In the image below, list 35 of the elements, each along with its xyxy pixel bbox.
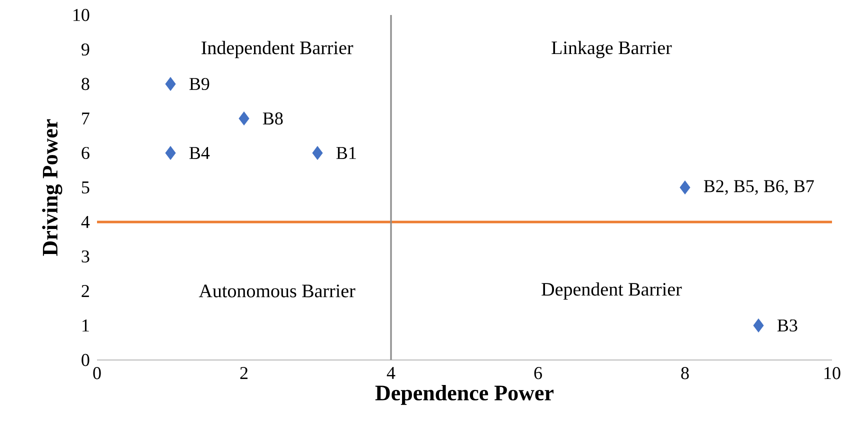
x-tick-label: 0 bbox=[93, 367, 101, 380]
annotation: Linkage Barrier bbox=[552, 40, 672, 58]
annotation: Autonomous Barrier bbox=[198, 284, 356, 298]
x-tick-label: 2 bbox=[240, 367, 248, 379]
point bbox=[165, 146, 176, 160]
point bbox=[238, 112, 250, 126]
x-tick-label: 10 bbox=[824, 367, 840, 380]
y-tick-label: 6 bbox=[82, 146, 90, 160]
y-axis-title: Driving Power bbox=[42, 119, 62, 256]
annotation: B8 bbox=[262, 112, 283, 125]
point bbox=[312, 146, 323, 160]
annotation: B2, B5, B6, B7 bbox=[704, 180, 814, 195]
annotation: B3 bbox=[777, 319, 798, 332]
y-tick-label: 9 bbox=[82, 43, 90, 56]
x-axis-title: Dependence Power bbox=[375, 384, 554, 405]
y-tick-label: 2 bbox=[82, 285, 89, 297]
annotation: B4 bbox=[189, 147, 210, 159]
x-tick-label: 4 bbox=[386, 367, 396, 379]
x-tick-label: 8 bbox=[681, 367, 689, 380]
point bbox=[753, 318, 764, 332]
annotation: Independent Barrier bbox=[202, 40, 354, 58]
y-tick-label: 8 bbox=[82, 78, 90, 90]
x-tick-label: 6 bbox=[534, 367, 542, 380]
y-tick-label: 5 bbox=[82, 182, 90, 194]
annotation: B1 bbox=[336, 147, 356, 159]
y-tick-label: 1 bbox=[82, 320, 89, 332]
y-tick-label: 0 bbox=[82, 354, 90, 366]
annotation: Dependent Barrier bbox=[542, 282, 682, 300]
y-tick-label: 3 bbox=[82, 250, 90, 263]
point bbox=[165, 77, 176, 91]
annotation: B9 bbox=[189, 78, 210, 90]
y-tick-label: 10 bbox=[74, 8, 90, 22]
y-tick-label: 4 bbox=[81, 216, 90, 228]
y-tick-label: 7 bbox=[82, 112, 90, 124]
point bbox=[680, 180, 690, 194]
